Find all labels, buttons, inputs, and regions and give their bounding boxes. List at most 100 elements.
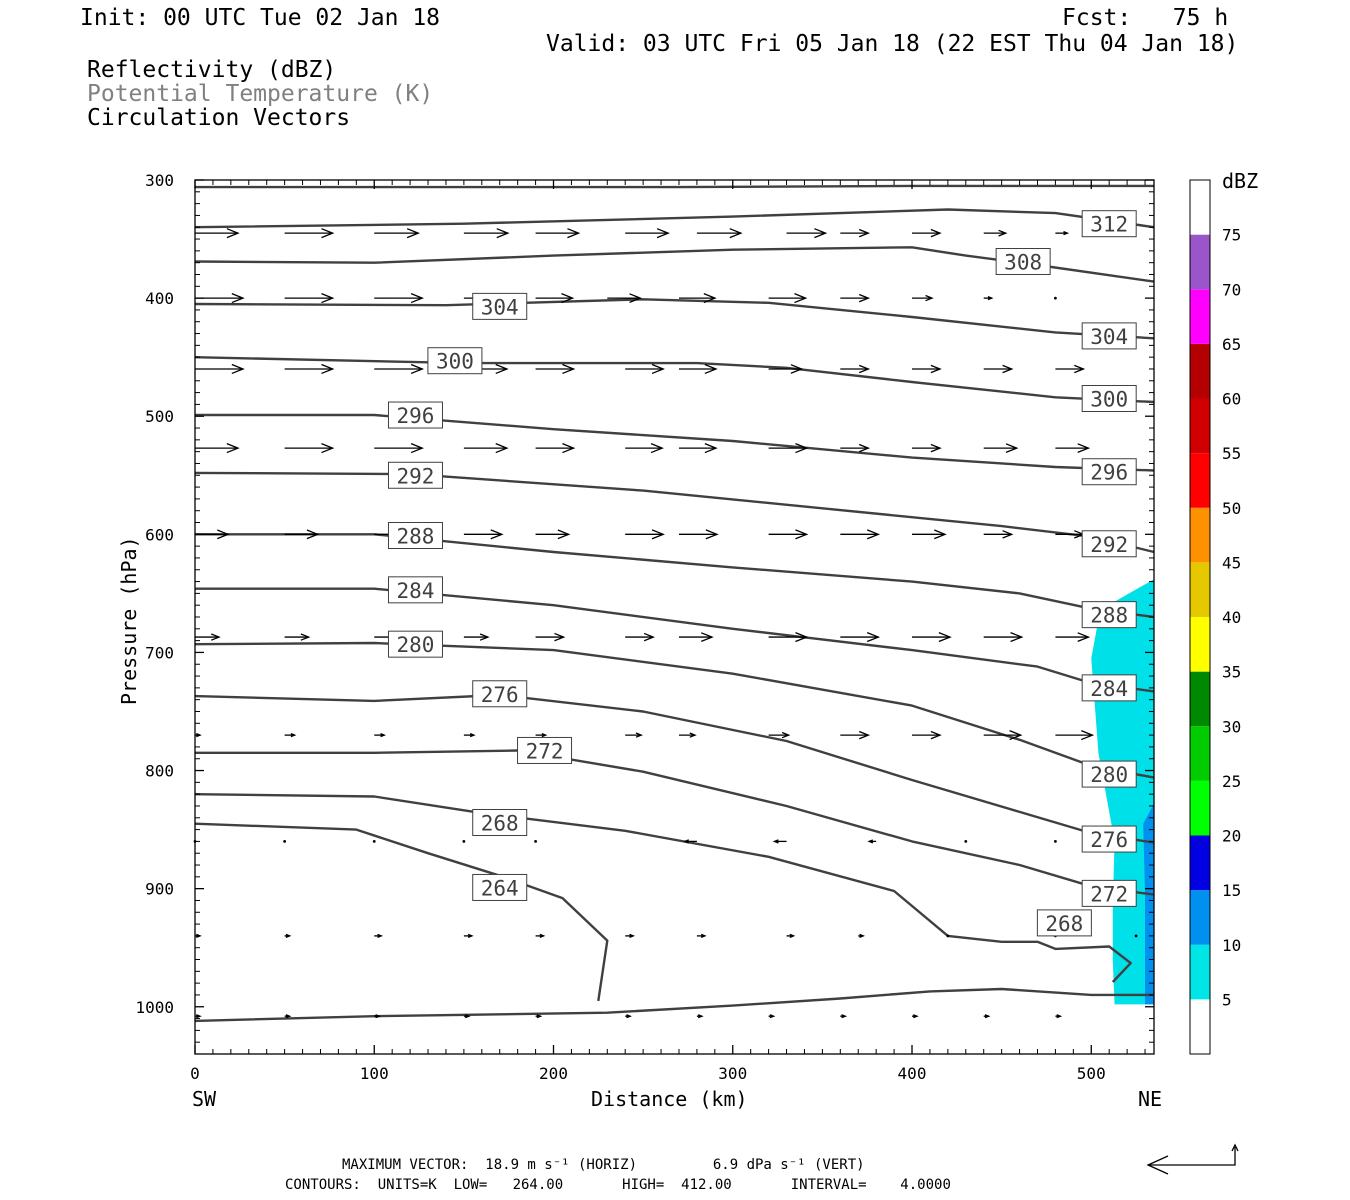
circulation-vector bbox=[768, 632, 809, 643]
colorbar-title: dBZ bbox=[1222, 169, 1259, 193]
vector-head bbox=[930, 443, 942, 453]
contour-label: 284 bbox=[387, 576, 443, 604]
circulation-vector bbox=[912, 364, 942, 374]
colorbar-swatch bbox=[1190, 289, 1210, 344]
contour-label-box bbox=[1081, 210, 1137, 238]
vector-head bbox=[321, 293, 335, 304]
y-tick-label: 900 bbox=[145, 880, 174, 899]
circulation-vector bbox=[786, 933, 796, 938]
contour-label: 304 bbox=[472, 292, 528, 320]
theta-contour bbox=[194, 471, 1155, 554]
circulation-vector bbox=[1054, 296, 1057, 300]
circulation-vector bbox=[625, 363, 665, 375]
x-axis-title: Distance (km) bbox=[591, 1087, 748, 1111]
vector-head bbox=[495, 443, 509, 454]
vector-head bbox=[651, 363, 665, 375]
theta-contour bbox=[194, 356, 1155, 404]
contour-label-box bbox=[387, 522, 443, 550]
vector-head bbox=[231, 293, 245, 304]
vector-head bbox=[925, 294, 934, 302]
circulation-vector bbox=[284, 228, 335, 239]
colorbar-swatch bbox=[1190, 835, 1210, 891]
contour-label-box bbox=[472, 292, 528, 320]
x-end-label-ne: NE bbox=[1138, 1087, 1163, 1111]
vector-head bbox=[226, 228, 240, 239]
contour-label-box bbox=[1081, 458, 1137, 486]
circulation-vector bbox=[462, 840, 466, 843]
circulation-vector bbox=[535, 933, 546, 938]
contour-label: 296 bbox=[387, 401, 443, 429]
circulation-vector bbox=[840, 730, 871, 740]
y-tick-label: 800 bbox=[145, 762, 174, 781]
circulation-vector bbox=[768, 293, 808, 304]
vector-head bbox=[794, 293, 808, 304]
vector-head bbox=[1077, 443, 1091, 453]
circulation-vector bbox=[607, 293, 643, 303]
vector-head bbox=[562, 363, 576, 375]
circulation-vector bbox=[374, 733, 387, 738]
circulation-vector bbox=[195, 1014, 202, 1019]
vector-layer bbox=[193, 228, 1138, 1019]
circulation-vector bbox=[284, 733, 297, 738]
circulation-vector bbox=[678, 363, 718, 375]
reference-vector bbox=[1146, 1143, 1239, 1175]
colorbar-label: 50 bbox=[1222, 499, 1241, 518]
circulation-vector bbox=[283, 840, 287, 843]
colorbar-swatch bbox=[1190, 671, 1210, 727]
vector-dot bbox=[283, 840, 287, 843]
circulation-vector bbox=[195, 228, 240, 239]
reflectivity-layer bbox=[1091, 579, 1154, 1005]
plot-border bbox=[194, 179, 1155, 1055]
circulation-vector bbox=[625, 529, 665, 540]
circulation-vector bbox=[768, 731, 791, 739]
colorbar-swatch bbox=[1190, 180, 1210, 235]
contour-label: 312 bbox=[1081, 210, 1137, 238]
vector-head bbox=[651, 529, 665, 540]
circulation-vector bbox=[463, 933, 474, 938]
circulation-vector bbox=[912, 632, 952, 643]
circulation-vector bbox=[678, 293, 717, 304]
vector-head bbox=[410, 363, 425, 375]
circulation-vector bbox=[678, 632, 714, 642]
y-tick-label: 400 bbox=[145, 289, 174, 308]
contour-label-text: 280 bbox=[397, 633, 435, 657]
vector-head bbox=[795, 443, 809, 454]
colorbar-label: 55 bbox=[1222, 444, 1241, 463]
contour-label-text: 276 bbox=[481, 683, 519, 707]
vector-head bbox=[703, 293, 717, 304]
vector-head bbox=[866, 529, 881, 540]
circulation-vector bbox=[912, 1014, 919, 1019]
contour-label-box bbox=[387, 630, 443, 658]
circulation-vector bbox=[284, 633, 311, 641]
circulation-vector bbox=[535, 1014, 543, 1019]
vector-head bbox=[1005, 443, 1019, 453]
circulation-vector bbox=[983, 296, 994, 301]
vector-head bbox=[554, 632, 566, 642]
vector-head bbox=[539, 933, 546, 938]
vector-head bbox=[635, 732, 643, 738]
vector-head bbox=[406, 228, 421, 239]
contour-label: 304 bbox=[1081, 322, 1137, 350]
vector-head bbox=[469, 733, 476, 738]
circulation-vector bbox=[768, 1014, 776, 1019]
circulation-vector bbox=[195, 443, 240, 454]
contour-label-box bbox=[1081, 825, 1137, 853]
contour-label: 284 bbox=[1081, 674, 1137, 702]
reflectivity-region bbox=[1143, 803, 1154, 1005]
vector-dot bbox=[946, 934, 950, 938]
contour-label-box bbox=[472, 873, 528, 901]
contour-label-box bbox=[1036, 909, 1092, 937]
colorbar-label: 15 bbox=[1222, 881, 1241, 900]
vector-head bbox=[1002, 364, 1014, 374]
contour-label-text: 292 bbox=[397, 464, 435, 488]
circulation-vector bbox=[463, 529, 504, 540]
vector-head bbox=[859, 933, 865, 938]
vector-head bbox=[629, 293, 643, 303]
circulation-vector bbox=[840, 364, 871, 374]
contour-layer bbox=[194, 184, 1155, 1023]
contour-label-text: 296 bbox=[397, 404, 435, 428]
theta-contour bbox=[195, 533, 1155, 619]
vector-head bbox=[1081, 730, 1095, 741]
contour-label-box bbox=[1081, 385, 1137, 412]
contour-label: 296 bbox=[1081, 458, 1137, 486]
